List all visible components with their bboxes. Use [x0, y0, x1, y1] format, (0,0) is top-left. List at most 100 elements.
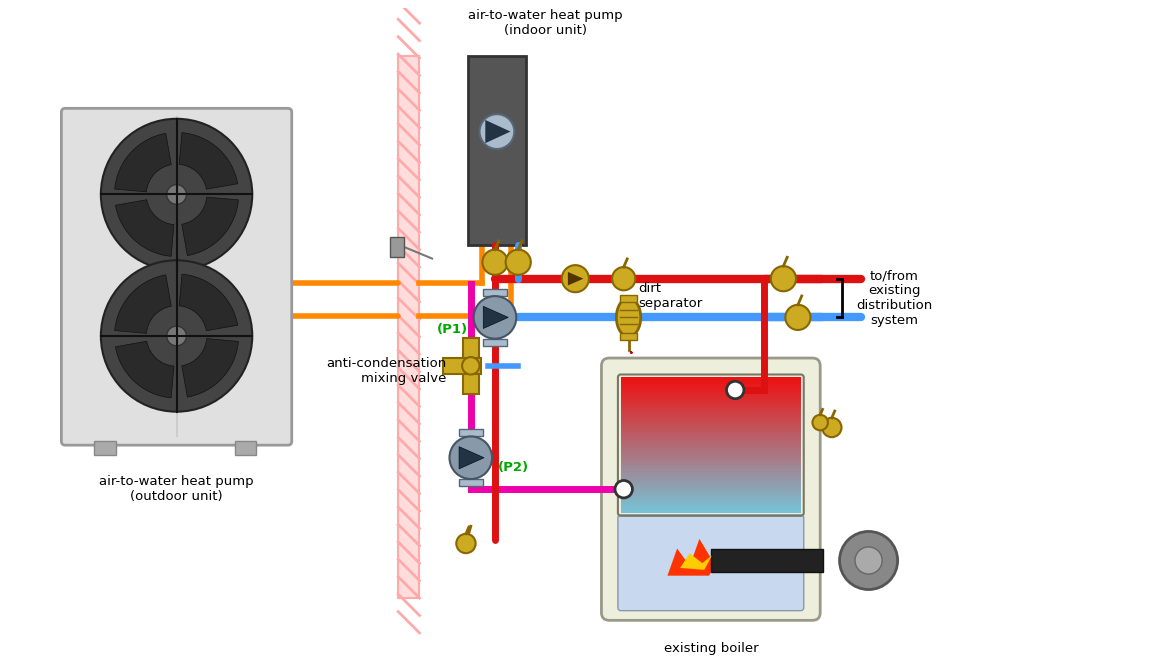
Bar: [621, 500, 800, 501]
Circle shape: [562, 265, 589, 292]
Bar: [621, 413, 800, 414]
Bar: [398, 56, 420, 598]
Circle shape: [101, 261, 253, 412]
Bar: [621, 490, 800, 491]
Bar: [621, 475, 800, 476]
Polygon shape: [667, 539, 722, 576]
Bar: [621, 463, 800, 465]
Circle shape: [785, 305, 811, 330]
Bar: [621, 378, 800, 380]
Circle shape: [480, 114, 515, 149]
Bar: [621, 438, 800, 440]
Bar: [621, 480, 800, 481]
Bar: [621, 512, 800, 513]
FancyBboxPatch shape: [618, 515, 804, 611]
Bar: [621, 417, 800, 418]
Bar: [621, 440, 800, 442]
Bar: [621, 414, 800, 415]
Bar: [621, 488, 800, 489]
Text: existing boiler: existing boiler: [663, 642, 758, 655]
Bar: [621, 509, 800, 510]
Ellipse shape: [617, 298, 641, 336]
Bar: [621, 450, 800, 451]
Bar: [95, 442, 116, 455]
Bar: [621, 454, 800, 455]
Bar: [621, 494, 800, 495]
Bar: [621, 446, 800, 447]
Bar: [621, 445, 800, 446]
Circle shape: [166, 326, 186, 346]
Circle shape: [482, 249, 508, 275]
Bar: [621, 415, 800, 416]
Bar: [621, 477, 800, 478]
FancyBboxPatch shape: [601, 358, 820, 620]
Bar: [620, 295, 638, 302]
Bar: [398, 56, 420, 598]
Bar: [621, 381, 800, 382]
Bar: [621, 384, 800, 385]
Bar: [621, 392, 800, 393]
Text: (P1): (P1): [436, 322, 468, 336]
Bar: [621, 510, 800, 511]
Bar: [621, 419, 800, 420]
Circle shape: [474, 296, 516, 339]
Wedge shape: [115, 275, 171, 334]
Bar: [621, 479, 800, 480]
Bar: [621, 428, 800, 429]
Text: air-to-water heat pump
(outdoor unit): air-to-water heat pump (outdoor unit): [99, 475, 254, 503]
Bar: [711, 549, 823, 572]
Bar: [621, 498, 800, 499]
Bar: [483, 289, 507, 296]
Circle shape: [615, 480, 633, 498]
Bar: [621, 388, 800, 389]
Bar: [621, 507, 800, 508]
Bar: [621, 506, 800, 507]
Text: anti-condensation
mixing valve: anti-condensation mixing valve: [326, 357, 447, 385]
Bar: [621, 382, 800, 383]
Bar: [463, 338, 479, 393]
Bar: [621, 511, 800, 512]
Bar: [621, 469, 800, 470]
Bar: [621, 389, 800, 390]
Bar: [621, 453, 800, 454]
Bar: [621, 485, 800, 486]
Polygon shape: [459, 447, 484, 468]
Bar: [621, 434, 800, 436]
Bar: [621, 383, 800, 384]
Bar: [621, 462, 800, 463]
Wedge shape: [181, 197, 239, 255]
Bar: [621, 458, 800, 459]
Text: (P2): (P2): [498, 461, 529, 474]
Bar: [621, 444, 800, 445]
Bar: [621, 468, 800, 469]
Bar: [621, 395, 800, 396]
Bar: [621, 426, 800, 427]
Bar: [621, 403, 800, 405]
Bar: [621, 396, 800, 397]
Bar: [621, 491, 800, 492]
Bar: [621, 476, 800, 477]
Bar: [621, 484, 800, 485]
Bar: [621, 416, 800, 417]
Wedge shape: [116, 200, 174, 257]
Bar: [621, 470, 800, 471]
Circle shape: [727, 381, 744, 399]
Bar: [621, 481, 800, 482]
Bar: [621, 502, 800, 503]
Circle shape: [505, 249, 531, 275]
Bar: [621, 430, 800, 432]
Bar: [459, 429, 482, 436]
Circle shape: [823, 418, 841, 437]
Bar: [621, 418, 800, 419]
Wedge shape: [179, 274, 238, 331]
Bar: [621, 461, 800, 462]
Bar: [621, 473, 800, 474]
Circle shape: [101, 119, 253, 270]
Bar: [621, 455, 800, 456]
Bar: [621, 436, 800, 438]
Bar: [621, 492, 800, 493]
Wedge shape: [116, 342, 174, 398]
Wedge shape: [181, 339, 239, 397]
Bar: [621, 449, 800, 450]
Bar: [621, 487, 800, 488]
